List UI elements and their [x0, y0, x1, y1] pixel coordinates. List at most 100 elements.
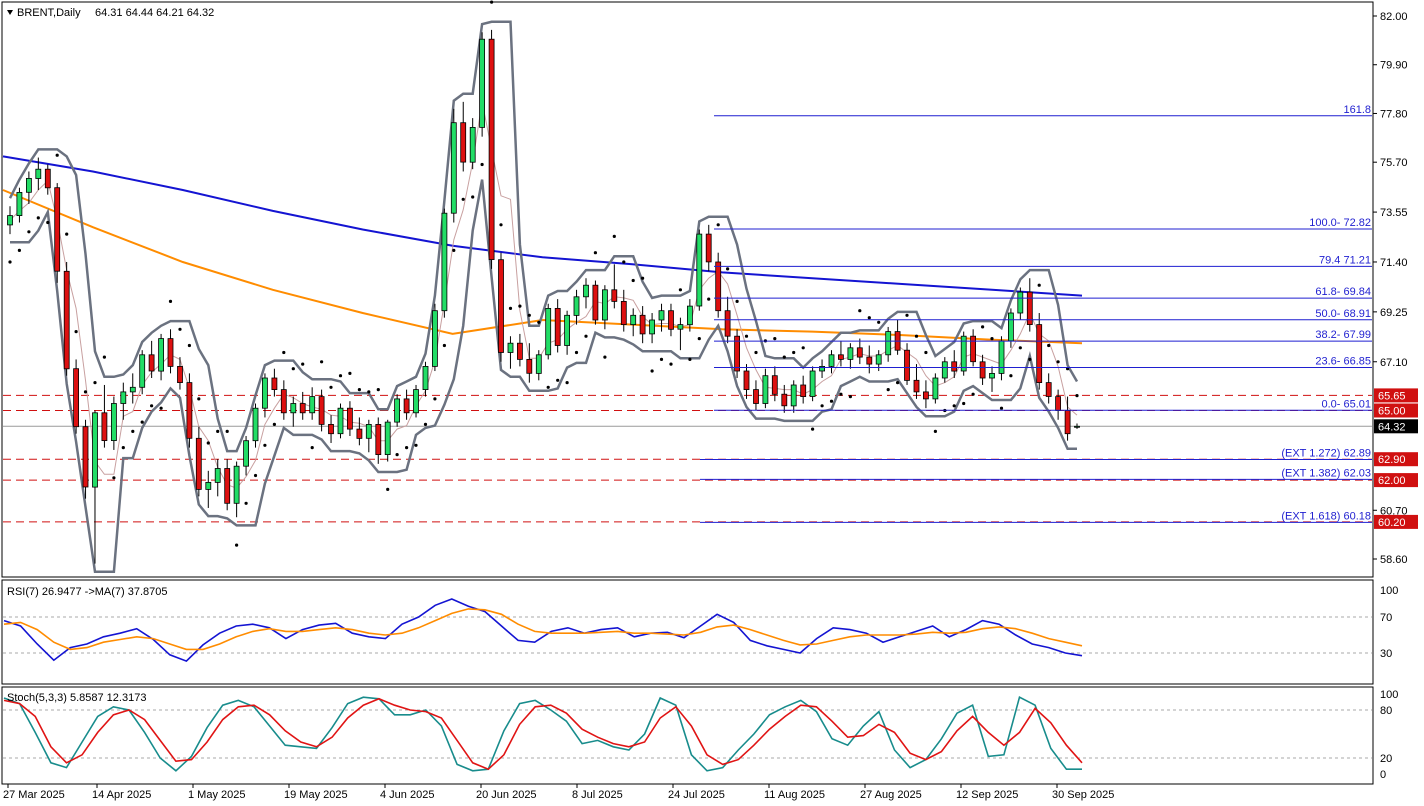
- candle-body: [460, 122, 467, 163]
- candle: [913, 364, 920, 399]
- candle: [677, 317, 684, 351]
- time-tick-label: 30 Sep 2025: [1052, 789, 1114, 801]
- candle-body: [649, 319, 655, 335]
- candle: [932, 373, 939, 404]
- candle: [507, 336, 514, 369]
- candle-body: [413, 389, 419, 414]
- sar-dot: [952, 404, 956, 408]
- indicator-tick-label: 70: [1380, 612, 1392, 624]
- sar-dot: [905, 313, 909, 317]
- candle-body: [82, 426, 89, 488]
- candle: [101, 384, 108, 448]
- candle-body: [743, 370, 750, 391]
- symbol-label: BRENT,Daily: [17, 7, 81, 19]
- fib-label-2: 79.4 71.21: [1319, 254, 1371, 266]
- candle: [299, 391, 306, 420]
- candle: [856, 338, 863, 365]
- candle: [989, 366, 995, 392]
- candle-body: [195, 437, 202, 490]
- candle-body: [639, 314, 646, 335]
- candle-body: [913, 379, 920, 393]
- sar-dot: [1018, 346, 1022, 350]
- sar-dot: [17, 248, 21, 252]
- candle-body: [724, 310, 731, 337]
- indicator-tick-label: 20: [1380, 753, 1392, 765]
- level-price-tag: [1374, 514, 1418, 529]
- candle: [866, 345, 873, 374]
- price-panel[interactable]: [1, 1, 1374, 578]
- time-tick-label: 11 Aug 2025: [764, 789, 825, 801]
- collapse-triangle-icon[interactable]: [7, 10, 13, 15]
- candle: [271, 368, 278, 397]
- candle-body: [705, 233, 712, 263]
- fibonacci-levels: 161.8 100.0- 72.82 79.4 71.21 61.8- 69.84 50…: [700, 104, 1372, 523]
- sar-dot: [593, 251, 598, 255]
- candle: [564, 310, 570, 355]
- candle-body: [469, 127, 476, 163]
- sar-dot: [990, 337, 994, 341]
- candle: [129, 373, 136, 404]
- candle-body: [488, 38, 495, 260]
- candle: [346, 401, 353, 437]
- candle-body: [1055, 396, 1061, 411]
- candle: [422, 361, 429, 397]
- candle-body: [545, 307, 552, 356]
- level-price-tag-text: 60.20: [1378, 517, 1406, 529]
- sar-dot: [999, 406, 1004, 410]
- candle: [847, 343, 854, 369]
- fib-label-0: 161.8: [1343, 104, 1371, 116]
- stochastic-indicator: 100 80 20 0: [3, 689, 1398, 781]
- candle-body: [167, 338, 174, 367]
- rsi-label: RSI(7) 26.9477 ->MA(7) 37.8705: [7, 586, 168, 598]
- sar-dot: [36, 216, 40, 220]
- candle-body: [979, 361, 986, 379]
- candle: [517, 333, 523, 367]
- candle-body: [564, 314, 570, 346]
- candle-body: [989, 372, 995, 379]
- candle: [753, 380, 759, 411]
- sar-dot: [527, 313, 531, 317]
- sar-dot: [669, 362, 673, 366]
- sar-dot: [726, 267, 730, 271]
- time-tick-label: 19 May 2025: [284, 789, 348, 801]
- price-tick-label: 82.00: [1380, 11, 1408, 23]
- candle: [904, 343, 910, 385]
- sar-dot: [291, 367, 295, 371]
- sar-dot: [150, 404, 154, 408]
- sar-dot: [839, 392, 843, 396]
- sar-dot: [914, 334, 919, 338]
- candle-body: [63, 270, 70, 370]
- candle-body: [120, 391, 127, 404]
- candle-body: [1017, 291, 1024, 314]
- candle-body: [177, 365, 183, 383]
- candle-body: [847, 347, 854, 360]
- candle-body: [92, 412, 98, 488]
- candle: [696, 229, 703, 311]
- candle: [649, 313, 655, 344]
- sar-dot: [112, 476, 116, 480]
- candle-body: [384, 421, 391, 456]
- rsi-panel[interactable]: [1, 579, 1374, 685]
- candle-body: [1074, 425, 1080, 428]
- candle: [233, 461, 240, 518]
- candle-body: [16, 191, 23, 216]
- candle-body: [35, 168, 42, 179]
- candle: [630, 308, 637, 337]
- candle-body: [762, 375, 769, 404]
- sar-dot: [867, 316, 871, 320]
- candle-body: [1045, 382, 1052, 397]
- candle: [535, 350, 542, 381]
- candle: [309, 387, 316, 420]
- candle: [469, 118, 476, 170]
- sar-dot: [858, 309, 862, 313]
- stoch-panel[interactable]: [1, 686, 1374, 785]
- indicator-series-1: [3, 697, 1083, 771]
- candle: [819, 359, 825, 378]
- sar-dot: [235, 543, 239, 547]
- candle-body: [941, 361, 948, 379]
- candle: [365, 419, 372, 453]
- candle: [545, 303, 552, 360]
- candle: [583, 278, 589, 309]
- sar-dot: [329, 385, 333, 389]
